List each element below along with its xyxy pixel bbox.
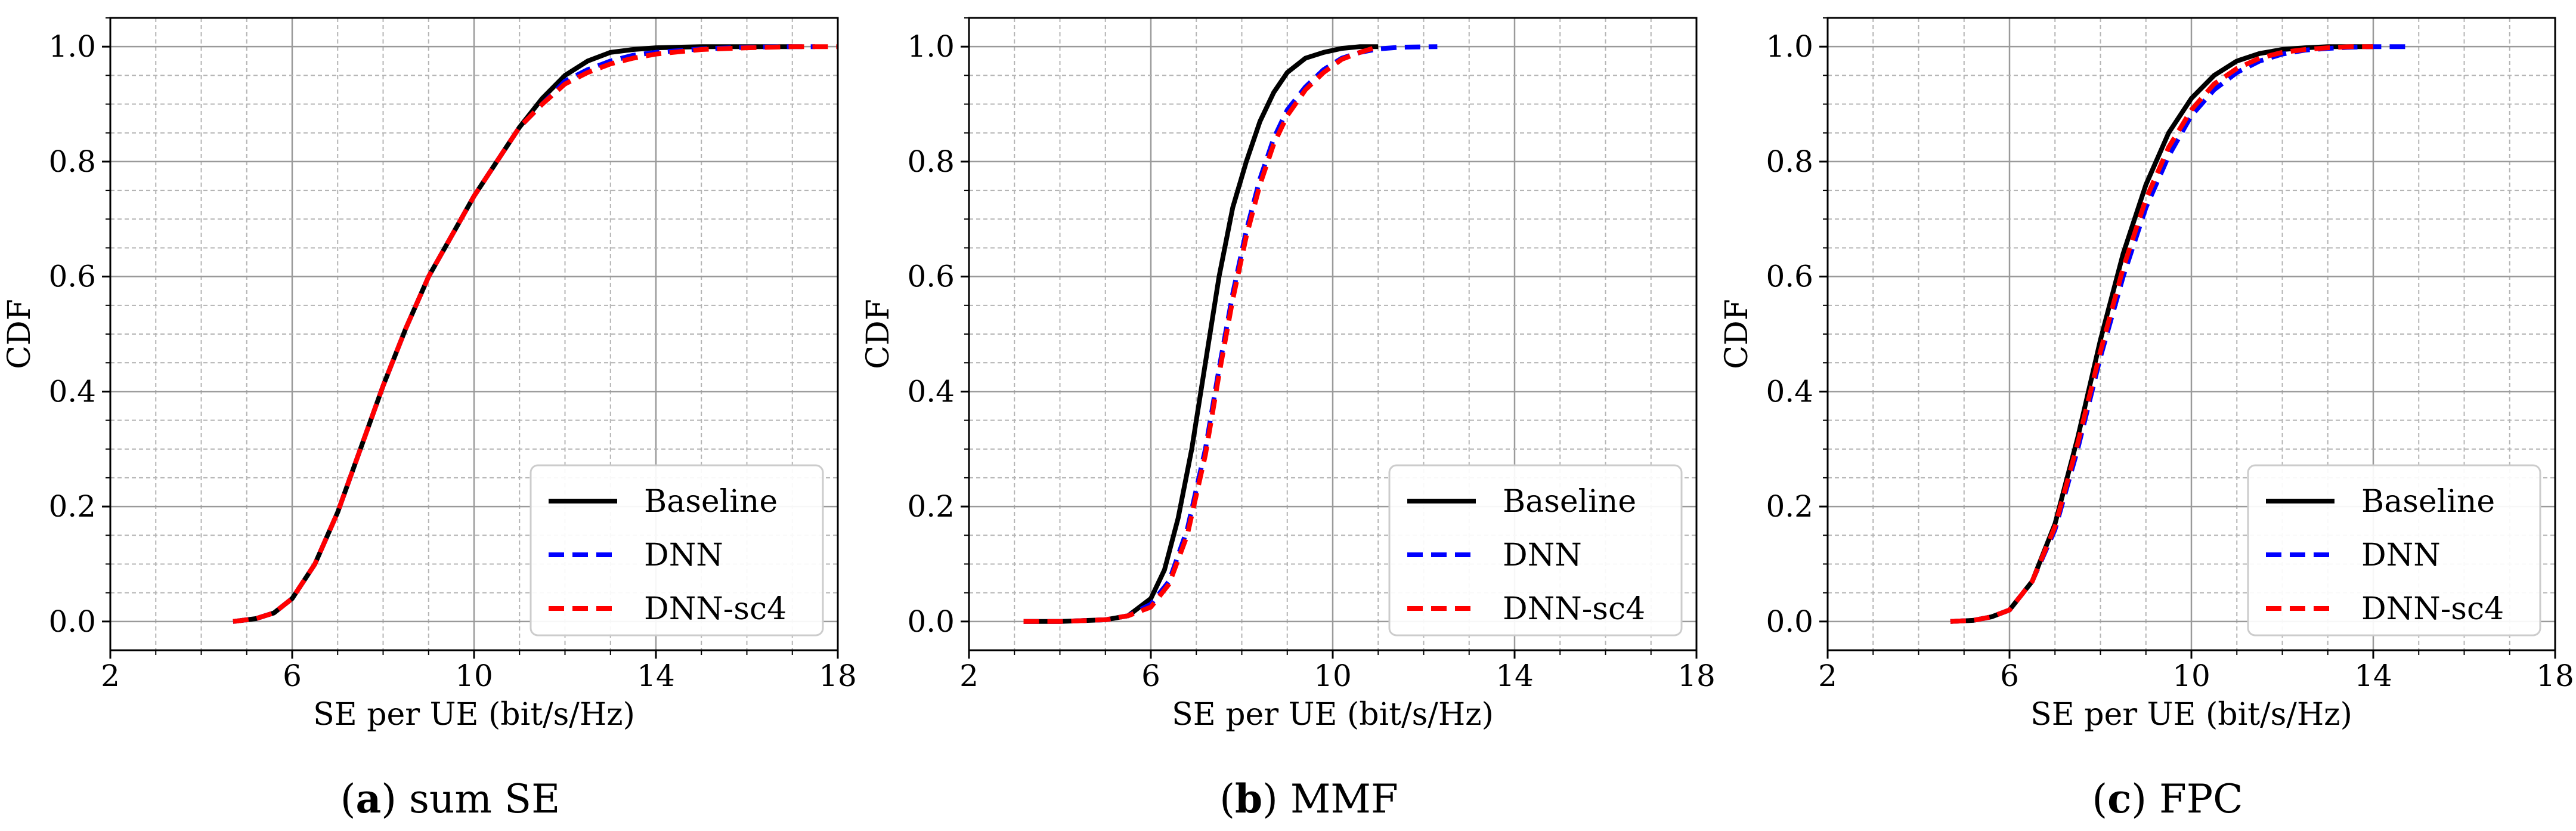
- caption-text: sum SE: [397, 776, 560, 822]
- legend-box: [2247, 464, 2541, 637]
- y-tick-label: 0.2: [1766, 489, 1813, 524]
- series-group: [233, 44, 838, 624]
- x-tick-label: 2: [101, 659, 120, 693]
- x-tick-label: 14: [1496, 659, 1534, 693]
- panel-caption: (a) sum SE: [340, 776, 561, 822]
- y-tick-label: 0.4: [1766, 374, 1813, 409]
- x-axis-label: SE per UE (bit/s/Hz): [2030, 697, 2352, 733]
- y-tick-label: 0.2: [907, 489, 955, 524]
- caption-text: FPC: [2147, 776, 2243, 822]
- x-tick-label: 6: [1141, 659, 1160, 693]
- series-group: [1023, 44, 1438, 624]
- x-tick-label: 14: [2354, 659, 2392, 693]
- legend-label: Baseline: [2361, 484, 2495, 520]
- y-tick-label: 0.8: [907, 144, 955, 179]
- chart-panel-c: 2 6 10 14 18 0.0 0.2 0.4 0.6 0.8 1.0 SE per UE (bit…: [1719, 17, 2574, 822]
- legend: Baseline DNN DNN-sc4: [2247, 464, 2541, 637]
- legend-label: DNN: [1503, 537, 1582, 573]
- y-axis-label: CDF: [1719, 299, 1755, 369]
- x-tick-label: 6: [283, 659, 302, 693]
- y-tick-label: 0.2: [48, 489, 96, 524]
- series-line-dnn-sc4: [1023, 44, 1379, 624]
- legend: Baseline DNN DNN-sc4: [1388, 464, 1683, 637]
- series-line-dnn-sc4: [1950, 44, 2373, 624]
- series-line-dnn-sc4: [233, 44, 838, 624]
- x-axis-label: SE per UE (bit/s/Hz): [1172, 697, 1494, 733]
- x-tick-label: 10: [455, 659, 493, 693]
- legend-label: DNN-sc4: [2361, 591, 2504, 627]
- y-tick-label: 0.0: [907, 604, 955, 639]
- legend: Baseline DNN DNN-sc4: [530, 464, 824, 637]
- x-tick-label: 18: [2536, 659, 2574, 693]
- legend-label: DNN: [644, 537, 723, 573]
- x-tick-label: 10: [1314, 659, 1352, 693]
- legend-box: [1388, 464, 1683, 637]
- y-tick-label: 0.6: [48, 260, 96, 294]
- legend-label: DNN-sc4: [1503, 591, 1645, 627]
- x-tick-label: 14: [637, 659, 675, 693]
- y-tick-label: 0.8: [1766, 144, 1813, 179]
- series-group: [1950, 44, 2410, 624]
- y-tick-label: 1.0: [907, 29, 955, 64]
- y-tick-label: 0.0: [1766, 604, 1813, 639]
- caption-letter: c: [2107, 776, 2131, 822]
- legend-box: [530, 464, 824, 637]
- x-axis-label: SE per UE (bit/s/Hz): [313, 697, 635, 733]
- y-tick-label: 1.0: [48, 29, 96, 64]
- y-tick-label: 0.6: [907, 260, 955, 294]
- x-tick-label: 6: [2000, 659, 2019, 693]
- caption-letter: b: [1235, 776, 1262, 822]
- panel-caption: (b) MMF: [1219, 776, 1398, 822]
- legend-label: Baseline: [1503, 484, 1636, 520]
- y-tick-label: 0.4: [48, 374, 96, 409]
- grid: [1826, 17, 2556, 650]
- legend-label: DNN-sc4: [644, 591, 787, 627]
- x-tick-label: 10: [2172, 659, 2210, 693]
- panel-caption: (c) FPC: [2092, 776, 2243, 822]
- caption-letter: a: [355, 776, 381, 822]
- y-tick-label: 0.0: [48, 604, 96, 639]
- x-tick-label: 2: [959, 659, 979, 693]
- y-tick-label: 0.4: [907, 374, 955, 409]
- x-tick-label: 18: [819, 659, 857, 693]
- y-axis-label: CDF: [2, 299, 38, 369]
- legend-label: Baseline: [644, 484, 778, 520]
- y-axis-label: CDF: [860, 299, 896, 369]
- legend-label: DNN: [2361, 537, 2441, 573]
- caption-text: MMF: [1278, 776, 1398, 822]
- chart-panel-a: 2 6 10 14 18 0.0 0.2 0.4 0.6 0.8 1.0 SE per UE (bit…: [2, 17, 857, 822]
- chart-panel-b: 2 6 10 14 18 0.0 0.2 0.4 0.6 0.8 1.0 SE per UE (bit…: [860, 17, 1716, 822]
- y-tick-label: 0.6: [1766, 260, 1813, 294]
- x-tick-label: 18: [1677, 659, 1716, 693]
- y-tick-label: 0.8: [48, 144, 96, 179]
- x-tick-label: 2: [1818, 659, 1837, 693]
- y-tick-label: 1.0: [1766, 29, 1813, 64]
